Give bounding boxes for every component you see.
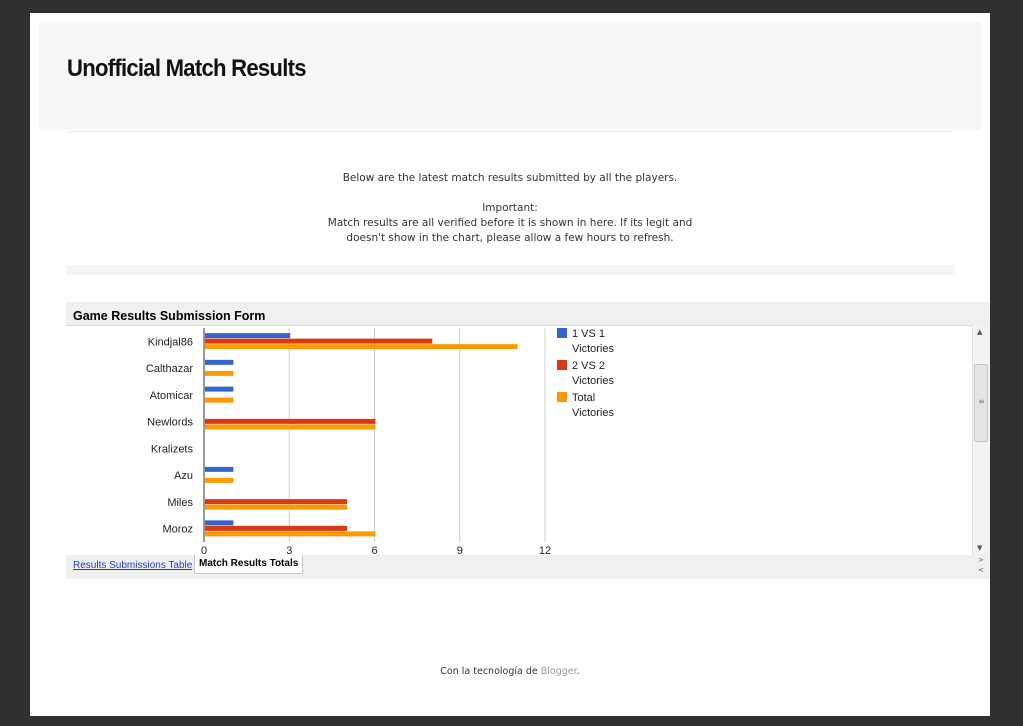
bar [205,359,234,365]
tab-prev-icon[interactable]: < [978,566,984,574]
header-divider [67,131,953,132]
legend-label: Victories [572,375,614,387]
tab-next-icon[interactable]: > [978,556,984,564]
legend-label: Victories [572,407,614,419]
scroll-up-icon[interactable]: ▲ [977,328,983,336]
scroll-thumb[interactable]: ≡ [974,364,988,442]
category-label: Atomicar [150,390,194,402]
tab-match-results-totals[interactable]: Match Results Totals [194,555,304,574]
x-tick-label: 0 [201,545,207,556]
legend-label: 2 VS 2 [572,360,605,372]
section-divider [66,265,955,275]
scroll-down-icon[interactable]: ▼ [977,544,983,552]
chart-panel: 0 3 6 9 12 Kindjal86 Calthazar Atomicar Newlords… [66,325,972,556]
grip-icon: ≡ [978,397,985,406]
x-tick-label: 3 [286,545,292,556]
intro-line-3: doesn't show in the chart, please allow … [346,232,674,244]
category-label: Moroz [162,524,193,536]
spreadsheet-embed: Game Results Submission Form 0 3 6 9 12 Kindj… [66,302,990,579]
bar [205,466,234,472]
bar [205,397,234,403]
bar [205,520,234,526]
bar [205,333,291,339]
bar [205,477,234,483]
bar [205,344,518,350]
bar [205,525,348,531]
bar [205,338,433,344]
important-label: Important: [482,202,538,214]
bar [205,424,376,430]
intro-line-1: Below are the latest match results submi… [342,172,678,184]
bar-chart: 0 3 6 9 12 Kindjal86 Calthazar Atomicar Newlords… [146,328,614,556]
bar [205,418,376,424]
category-label: Kindjal86 [148,336,193,348]
category-label: Calthazar [146,363,193,375]
embed-title: Game Results Submission Form [73,309,266,323]
vertical-scrollbar[interactable]: ▲ ≡ ▼ [972,325,989,555]
blogger-link[interactable]: Blogger [540,666,577,677]
bar [205,504,348,510]
bar [205,531,376,537]
x-tick-label: 9 [457,545,463,556]
legend-label: Victories [572,343,614,355]
blog-title[interactable]: Unofficial Match Results [67,55,306,82]
legend-swatch [557,360,567,370]
legend-swatch [557,328,567,338]
category-label: Miles [167,497,193,509]
intro-line-2: Match results are all verified before it… [327,217,693,229]
footer: Con la tecnología de Blogger. [30,666,990,677]
footer-prefix: Con la tecnología de [440,666,541,677]
blog-header: Unofficial Match Results [39,22,981,130]
bar [205,499,348,505]
legend-label: 1 VS 1 [572,328,605,340]
legend-label: Total [572,392,595,404]
legend-swatch [557,392,567,402]
category-label: Newlords [147,417,193,429]
blog-page: Unofficial Match Results Below are the l… [30,13,990,716]
category-label: Kralizets [151,443,194,455]
tab-results-submissions-table[interactable]: Results Submissions Table [73,560,193,571]
bar [205,386,234,392]
footer-suffix: . [576,666,580,677]
intro-text: Below are the latest match results submi… [67,171,953,246]
tab-nav: > < [972,555,988,577]
bar [205,370,234,376]
category-label: Azu [174,470,193,482]
x-tick-label: 12 [539,545,551,556]
x-tick-label: 6 [371,545,377,556]
sheet-tabs: Results Submissions Table Match Results … [66,555,972,577]
